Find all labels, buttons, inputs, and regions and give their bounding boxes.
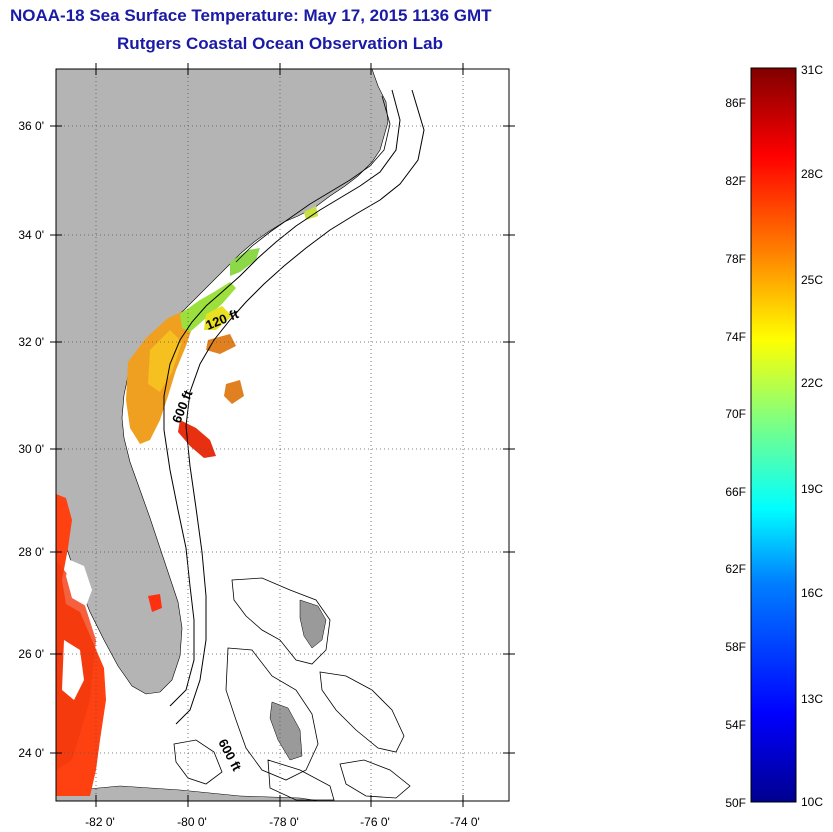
lon-label: -80 0' <box>177 815 207 829</box>
colorbar-c-label: 31C <box>801 63 823 77</box>
colorbar-c-label: 13C <box>801 692 823 706</box>
contour-bahamas-2 <box>225 647 319 781</box>
colorbar-c-label: 25C <box>801 273 823 287</box>
map-panel <box>56 69 509 801</box>
sst-patch-fl-small <box>148 594 162 612</box>
colorbar-c-label: 22C <box>801 376 823 390</box>
lon-label: -78 0' <box>269 815 299 829</box>
sst-patch-nc-yellowgreen <box>304 206 318 220</box>
lat-label: 36 0' <box>18 119 44 133</box>
map-frame <box>55 68 510 802</box>
colorbar-c-label: 16C <box>801 586 823 600</box>
lat-label: 28 0' <box>18 545 44 559</box>
colorbar-f-label: 74F <box>725 330 746 344</box>
colorbar-celsius-labels: 31C 28C 25C 22C 19C 16C 13C 10C <box>801 63 823 809</box>
land-bahamas-1 <box>299 599 327 649</box>
colorbar-f-label: 54F <box>725 718 746 732</box>
land-bahamas-2 <box>269 701 303 761</box>
sst-patch-fl-east-red <box>178 420 216 458</box>
lat-label: 30 0' <box>18 442 44 456</box>
map-subtitle: Rutgers Coastal Ocean Observation Lab <box>117 34 443 53</box>
sst-patch-sc-yellow <box>204 306 232 330</box>
lon-label: -82 0' <box>85 815 115 829</box>
colorbar-f-label: 58F <box>725 640 746 654</box>
lat-label: 32 0' <box>18 335 44 349</box>
colorbar-c-label: 28C <box>801 167 823 181</box>
colorbar-f-label: 78F <box>725 252 746 266</box>
contour-bahamas-4 <box>173 739 223 785</box>
contour-bahamas-3 <box>319 671 405 753</box>
sst-patch-offshore-orange-2 <box>224 380 244 404</box>
colorbar-c-label: 19C <box>801 482 823 496</box>
colorbar-f-label: 82F <box>725 174 746 188</box>
colorbar-f-label: 66F <box>725 485 746 499</box>
contour-600ft <box>175 89 425 725</box>
lon-label: -74 0' <box>450 815 480 829</box>
colorbar <box>750 67 797 803</box>
lat-labels: 36 0' 34 0' 32 0' 30 0' 28 0' 26 0' 24 0… <box>18 119 44 760</box>
contour-bahamas-6 <box>267 759 335 801</box>
contour-bahamas-1 <box>231 577 331 665</box>
cloud-gap-2 <box>62 640 84 700</box>
colorbar-f-label: 50F <box>725 796 746 810</box>
lat-label: 24 0' <box>18 746 44 760</box>
lat-label: 34 0' <box>18 228 44 242</box>
lon-label: -76 0' <box>360 815 390 829</box>
colorbar-c-label: 10C <box>801 795 823 809</box>
frame-ticks <box>50 63 515 807</box>
colorbar-f-label: 86F <box>725 96 746 110</box>
contour-120ft <box>163 89 401 707</box>
colorbar-f-label: 70F <box>725 407 746 421</box>
sst-patch-sc-green-2 <box>230 248 260 276</box>
cloud-gap-1 <box>66 560 92 606</box>
colorbar-fahrenheit-labels: 86F 82F 78F 74F 70F 66F 62F 58F 54F 50F <box>725 96 746 810</box>
lat-label: 26 0' <box>18 647 44 661</box>
sst-patch-georgia-2 <box>148 330 182 392</box>
contour-bahamas-5 <box>339 759 411 799</box>
colorbar-f-label: 62F <box>725 562 746 576</box>
lon-labels: -82 0' -80 0' -78 0' -76 0' -74 0' <box>85 815 480 829</box>
map-title: NOAA-18 Sea Surface Temperature: May 17,… <box>10 6 492 25</box>
sst-patch-offshore-orange <box>206 334 236 354</box>
contour-inner <box>235 95 391 263</box>
